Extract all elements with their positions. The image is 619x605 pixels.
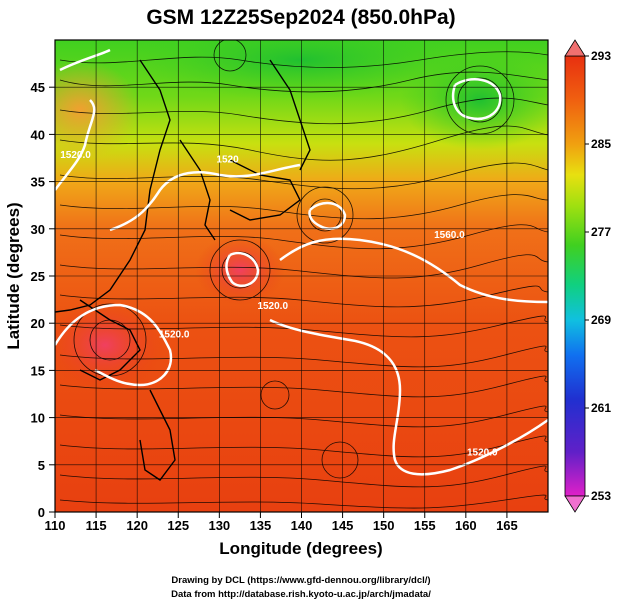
x-tick-label: 135	[250, 518, 272, 533]
y-tick-label: 45	[31, 80, 45, 95]
contours	[55, 48, 548, 476]
hot-region-central	[195, 235, 285, 305]
y-tick-label: 5	[38, 458, 45, 473]
x-tick-label: 145	[332, 518, 354, 533]
x-tick-label: 150	[373, 518, 395, 533]
colorbar-tick-label: 277	[591, 225, 611, 239]
y-axis-ticks: 0 5 10 15 20 25 30 35 40 45	[31, 80, 55, 520]
colorbar-tick-label: 253	[591, 489, 611, 503]
colorbar-top-arrow	[564, 39, 586, 57]
x-tick-label: 155	[414, 518, 436, 533]
x-tick-label: 160	[455, 518, 477, 533]
chart-title: GSM 12Z25Sep2024 (850.0hPa)	[146, 6, 455, 29]
colorbar-tick-label: 285	[591, 137, 611, 151]
x-tick-label: 110	[45, 518, 66, 533]
y-tick-label: 35	[31, 175, 45, 190]
x-tick-label: 130	[208, 518, 230, 533]
grid	[55, 40, 548, 512]
colorbar-tick-label: 293	[591, 49, 611, 63]
x-axis-label: Longitude (degrees)	[219, 539, 382, 558]
contour-labels: 1520.0 1560.0 1520.0 1520.0 1520.0 1520	[60, 150, 498, 458]
x-tick-label: 140	[291, 518, 313, 533]
contour-label: 1520.0	[257, 301, 288, 312]
x-tick-label: 125	[167, 518, 189, 533]
y-tick-label: 15	[31, 363, 45, 378]
y-tick-label: 25	[31, 269, 45, 284]
x-tick-label: 120	[126, 518, 148, 533]
y-tick-label: 40	[31, 127, 45, 142]
x-axis-ticks: 110 115 120 125 130 135 140 145 150 155 160 165	[45, 512, 518, 533]
colorbar-tick-label: 261	[591, 401, 611, 415]
credit-line-2: Data from http://database.rish.kyoto-u.a…	[171, 589, 431, 600]
y-tick-label: 30	[31, 222, 45, 237]
warm-region-west	[55, 60, 140, 160]
contour-label: 1520.0	[467, 447, 498, 458]
contour-label: 1520	[216, 155, 239, 166]
hot-region-west	[55, 300, 165, 390]
contour-label: 1520.0	[159, 329, 190, 340]
colorbar-bottom-arrow	[564, 495, 586, 513]
coastlines	[55, 59, 311, 481]
y-tick-label: 10	[31, 411, 45, 426]
colorbar: 293 285 277 269 261 253	[564, 39, 611, 513]
colorbar-body	[564, 55, 586, 497]
credit-line-1: Drawing by DCL (https://www.gfd-dennou.o…	[171, 575, 430, 586]
y-tick-label: 20	[31, 316, 45, 331]
plot-area: 1520.0 1560.0 1520.0 1520.0 1520.0 1520	[55, 40, 548, 512]
x-tick-label: 165	[496, 518, 518, 533]
colorbar-ticks: 293 285 277 269 261 253	[585, 49, 611, 503]
cold-region-northeast	[400, 50, 548, 150]
x-tick-label: 115	[86, 518, 107, 533]
contour-label: 1560.0	[434, 230, 465, 241]
contour-label: 1520.0	[60, 150, 91, 161]
y-axis-label: Latitude (degrees)	[4, 202, 23, 349]
streamlines	[59, 40, 548, 509]
y-tick-label: 0	[38, 505, 45, 520]
colorbar-tick-label: 269	[591, 313, 611, 327]
